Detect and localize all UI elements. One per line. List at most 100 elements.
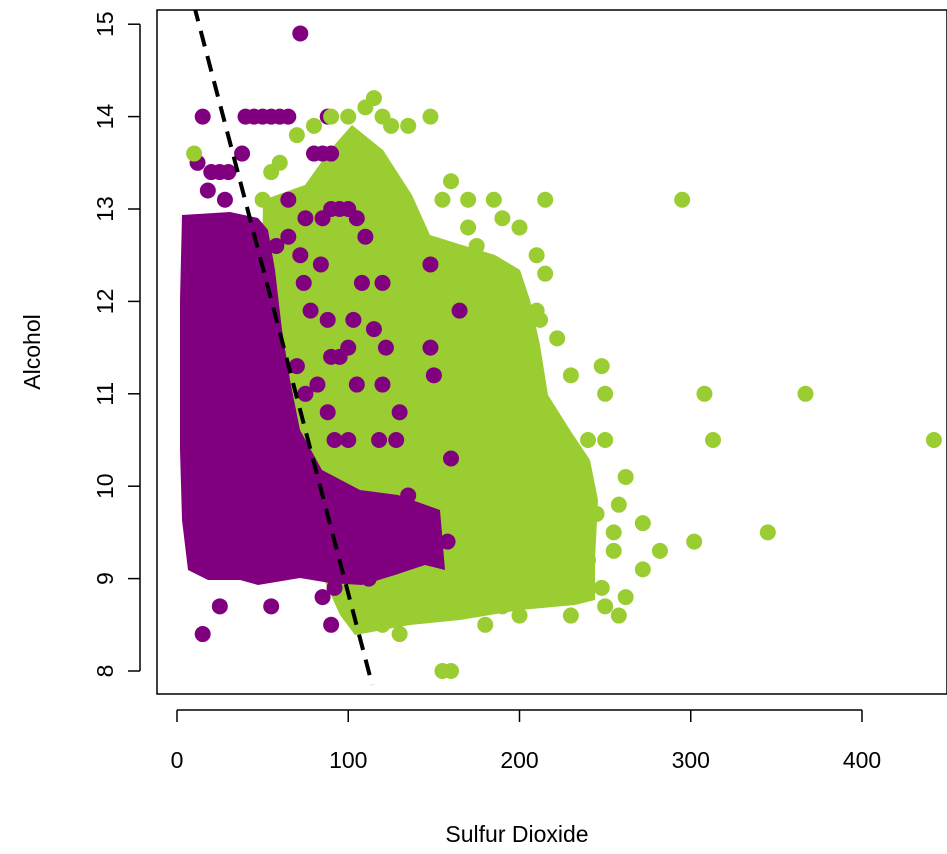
scatter-point <box>331 348 348 365</box>
scatter-point <box>280 108 297 125</box>
y-tick-label: 14 <box>92 104 118 130</box>
scatter-point <box>326 432 343 448</box>
scatter-point <box>511 219 528 236</box>
scatter-point <box>292 25 309 42</box>
scatter-point <box>292 247 309 264</box>
scatter-point <box>490 339 507 356</box>
scatter-point <box>651 542 668 559</box>
scatter-point <box>477 616 494 633</box>
scatter-point <box>528 247 545 264</box>
scatter-point <box>400 552 417 569</box>
scatter-point <box>797 385 814 402</box>
scatter-point <box>605 524 622 541</box>
scatter-point <box>288 358 305 375</box>
purple-dense-region <box>180 212 445 585</box>
scatter-point <box>194 626 211 643</box>
scatter-point <box>494 210 511 227</box>
scatter-point <box>388 432 405 448</box>
scatter-point <box>460 219 477 236</box>
scatter-point <box>545 589 562 606</box>
plot-frame <box>156 9 947 695</box>
scatter-point <box>422 108 439 125</box>
scatter-point <box>508 358 525 375</box>
scatter-point <box>263 598 280 615</box>
scatter-point <box>306 117 322 134</box>
scatter-point <box>562 570 579 587</box>
scatter-point <box>439 533 456 550</box>
scatter-point <box>597 432 614 448</box>
scatter-point <box>562 367 579 384</box>
scatter-point <box>383 117 400 134</box>
scatter-point <box>443 173 459 190</box>
fit-line <box>193 10 375 686</box>
scatter-point <box>391 404 408 421</box>
scatter-point <box>357 228 374 245</box>
x-axis-title: Sulfur Dioxide <box>445 821 588 847</box>
scatter-point <box>314 589 331 606</box>
scatter-point <box>605 542 622 559</box>
scatter-point <box>348 376 365 393</box>
scatter-point <box>696 385 713 402</box>
y-tick-label: 15 <box>92 11 118 37</box>
scatter-point <box>571 478 588 495</box>
x-tick-label: 200 <box>500 747 538 773</box>
scatter-points <box>186 10 942 686</box>
scatter-point <box>460 191 477 208</box>
scatter-point <box>302 302 319 319</box>
scatter-point <box>371 432 388 448</box>
scatter-point <box>537 265 554 282</box>
scatter-point <box>331 515 348 532</box>
y-tick-label: 9 <box>92 572 118 585</box>
y-tick-label: 10 <box>92 473 118 499</box>
scatter-point <box>348 210 365 227</box>
x-axis: 0 100 200 300 400 <box>171 709 881 773</box>
scatter-point <box>400 117 417 134</box>
scatter-point <box>374 274 391 291</box>
scatter-point <box>520 404 537 421</box>
scatter-point <box>216 191 233 208</box>
scatter-point <box>422 339 439 356</box>
scatter-point <box>434 191 451 208</box>
scatter-point <box>532 311 549 328</box>
scatter-point <box>312 256 329 273</box>
scatter-point <box>456 422 473 439</box>
y-tick-label: 13 <box>92 196 118 222</box>
scatter-point <box>400 487 417 504</box>
scatter-point <box>323 108 340 125</box>
scatter-point <box>288 127 305 144</box>
scatter-point <box>425 524 442 541</box>
scatter-point <box>365 321 382 338</box>
scatter-point <box>297 385 314 402</box>
scatter-point <box>194 108 211 125</box>
scatter-point <box>562 607 579 624</box>
scatter-point <box>511 607 528 624</box>
scatter-point <box>211 598 228 615</box>
scatter-point <box>365 90 382 107</box>
scatter-point <box>383 524 400 541</box>
scatter-point <box>319 311 336 328</box>
scatter-point <box>434 663 451 679</box>
y-axis: 8 9 10 11 12 13 14 15 <box>92 11 141 677</box>
x-tick-label: 400 <box>843 747 881 773</box>
scatter-point <box>360 570 377 587</box>
scatter-point <box>617 589 634 606</box>
scatter-point <box>597 385 614 402</box>
scatter-point <box>417 505 434 522</box>
scatter-point <box>468 237 485 254</box>
scatter-point <box>391 505 408 522</box>
scatter-point <box>417 542 434 559</box>
scatter-point <box>254 191 271 208</box>
scatter-point <box>199 182 216 199</box>
scatter-point <box>597 598 614 615</box>
scatter-point <box>186 145 203 162</box>
scatter-point <box>326 579 343 596</box>
scatter-point <box>297 210 314 227</box>
scatter-point <box>634 515 651 532</box>
scatter-point <box>580 432 596 448</box>
scatter-point <box>588 505 605 522</box>
scatter-point <box>280 191 297 208</box>
y-tick-label: 11 <box>92 382 118 406</box>
y-tick-label: 12 <box>92 289 118 315</box>
scatter-point <box>634 561 651 578</box>
